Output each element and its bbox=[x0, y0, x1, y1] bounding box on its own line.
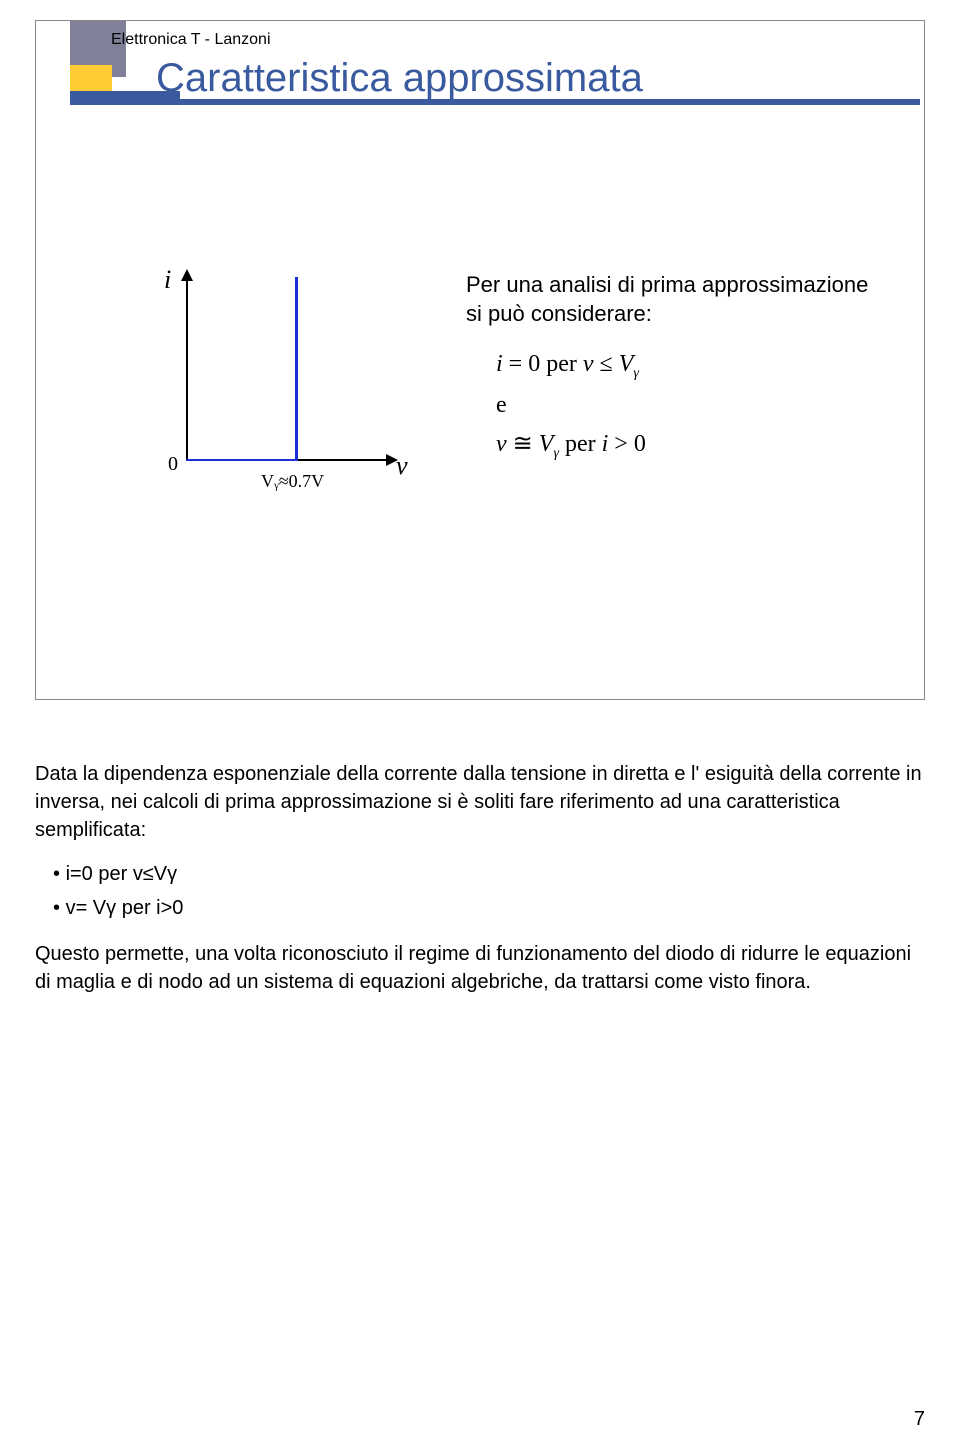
equation-e: e bbox=[496, 392, 646, 419]
bullet-1: i=0 per v≤Vγ bbox=[53, 860, 925, 888]
eq1-eq: = 0 bbox=[503, 351, 541, 377]
curve-vertical bbox=[295, 277, 298, 461]
eq-e: e bbox=[496, 392, 507, 418]
equations-block: i = 0 per v ≤ Vγ e v ≅ Vγ per i > 0 bbox=[496, 351, 646, 472]
curve-horizontal bbox=[186, 459, 296, 461]
slide-title: Caratteristica approssimata bbox=[156, 56, 643, 101]
bullet-list: i=0 per v≤Vγ v= Vγ per i>0 bbox=[35, 860, 925, 922]
eq2-per: per bbox=[559, 431, 602, 457]
eq2-gt: > 0 bbox=[608, 431, 646, 457]
equation-2: v ≅ Vγ per i > 0 bbox=[496, 429, 646, 462]
y-axis bbox=[186, 271, 188, 461]
approximation-intro: Per una analisi di prima approssimazione… bbox=[466, 271, 906, 328]
threshold-label: Vᵧ≈0.7V bbox=[261, 471, 324, 492]
page-number: 7 bbox=[914, 1408, 925, 1431]
course-label: Elettronica T - Lanzoni bbox=[111, 31, 271, 49]
equation-1: i = 0 per v ≤ Vγ bbox=[496, 351, 646, 382]
body-para-1: Data la dipendenza esponenziale della co… bbox=[35, 760, 925, 844]
eq2-v: v bbox=[496, 431, 507, 457]
eq1-i: i bbox=[496, 351, 503, 377]
slide-frame: Elettronica T - Lanzoni Caratteristica a… bbox=[35, 20, 925, 700]
origin-label: 0 bbox=[168, 453, 178, 476]
intro-line1: Per una analisi di prima approssimazione bbox=[466, 271, 906, 300]
eq1-le: ≤ bbox=[594, 351, 619, 377]
body-para-2: Questo permette, una volta riconosciuto … bbox=[35, 940, 925, 996]
eq1-gamma: γ bbox=[633, 366, 639, 381]
eq2-V: V bbox=[539, 431, 554, 457]
bullet-2: v= Vγ per i>0 bbox=[53, 894, 925, 922]
eq1-per: per bbox=[540, 351, 583, 377]
iv-chart: i v 0 Vᵧ≈0.7V bbox=[146, 261, 406, 481]
y-axis-label: i bbox=[164, 265, 171, 295]
eq1-v: v bbox=[583, 351, 594, 377]
body-text: Data la dipendenza esponenziale della co… bbox=[35, 760, 925, 1012]
intro-line2: si può considerare: bbox=[466, 300, 906, 329]
eq1-V: V bbox=[619, 351, 634, 377]
eq2-cong: ≅ bbox=[507, 431, 539, 457]
x-axis-label: v bbox=[396, 451, 408, 481]
